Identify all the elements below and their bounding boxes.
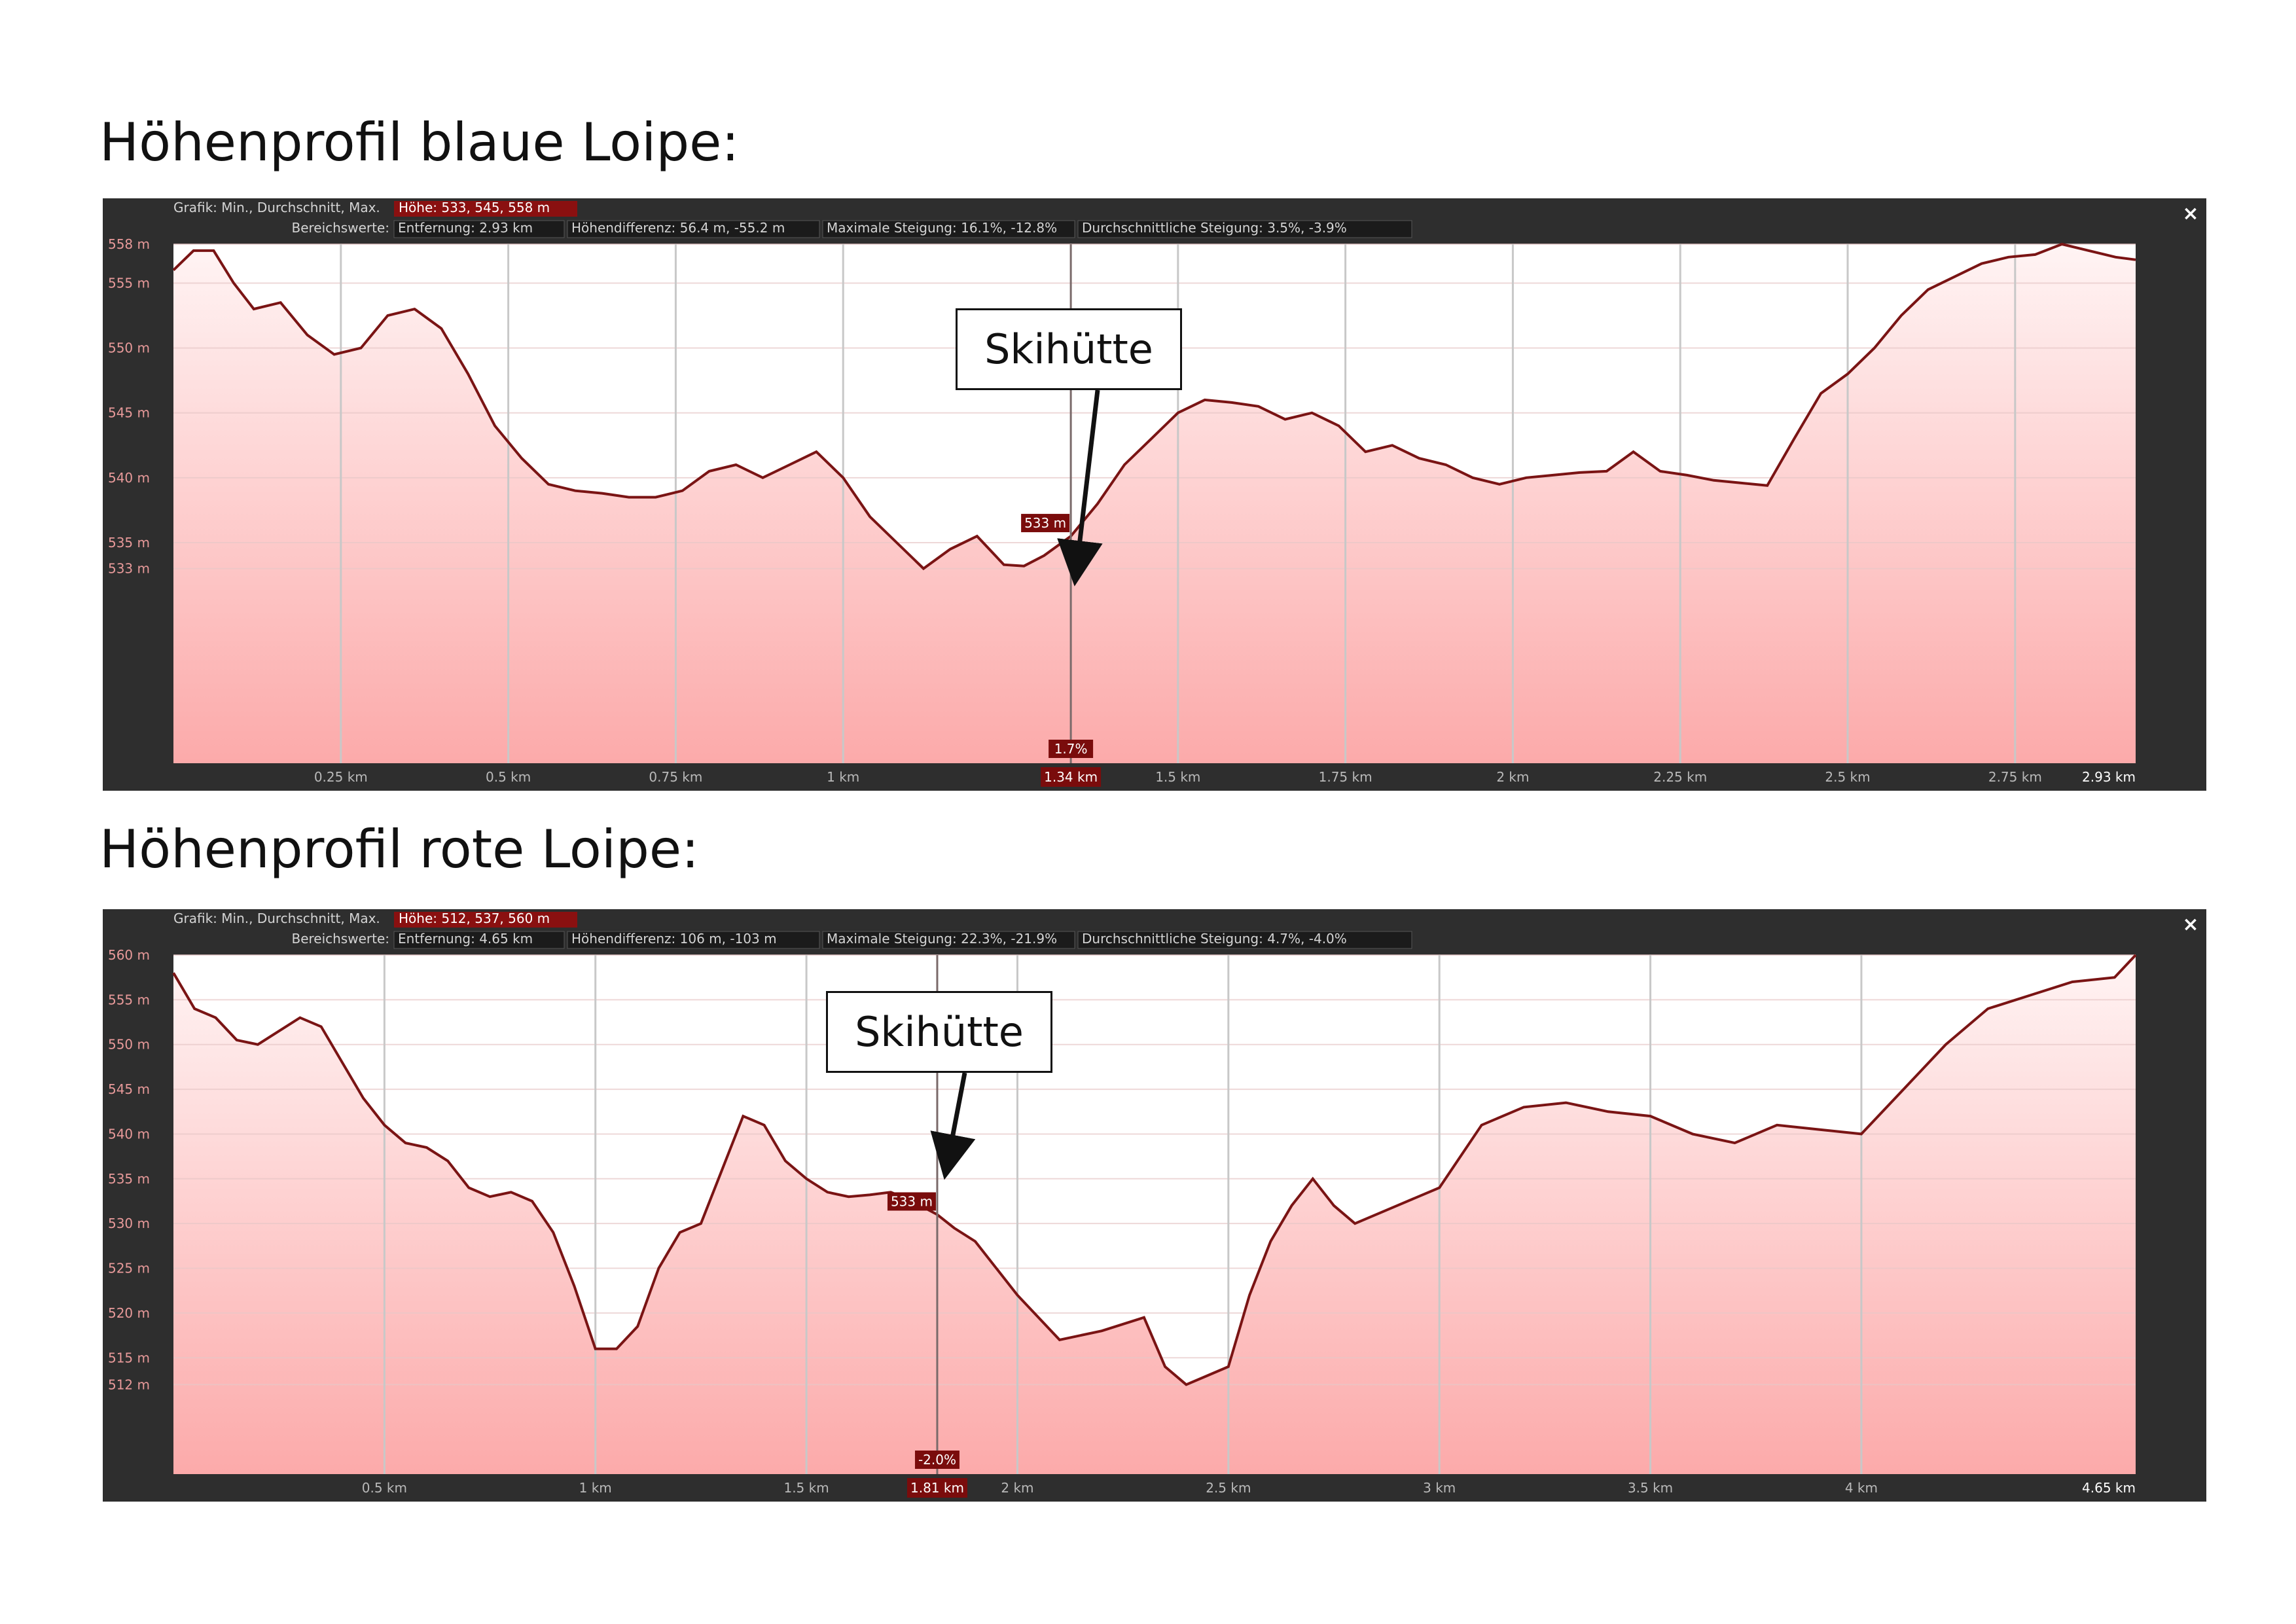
y-tick-label: 545 m (108, 1081, 150, 1097)
header-height-diff: Höhendifferenz: 56.4 m, -55.2 m (571, 220, 785, 236)
y-tick-label: 540 m (108, 1126, 150, 1142)
x-tick-label: 3 km (1423, 1480, 1456, 1496)
header-max-grade-box (822, 220, 1075, 238)
x-tick-label: 1.5 km (1155, 769, 1200, 785)
x-tick-label: 1 km (827, 769, 859, 785)
chart-panel-red: Grafik: Min., Durchschnitt, Max. Höhe: 51… (103, 909, 2206, 1502)
callout-skihuette-red: Skihütte (826, 991, 1052, 1073)
header-max-grade-box (822, 931, 1075, 949)
y-tick-label: 533 m (108, 561, 150, 577)
marker-elevation-box (1021, 514, 1070, 533)
header-distance: Entfernung: 4.65 km (398, 931, 533, 947)
header-avg-grade-box (1077, 220, 1412, 238)
header-height-diff: Höhendifferenz: 106 m, -103 m (571, 931, 777, 947)
y-tick-label: 555 m (108, 275, 150, 291)
header-distance: Entfernung: 2.93 km (398, 220, 533, 236)
x-end-label: 4.65 km (2082, 1480, 2136, 1496)
header-range-label: Bereichswerte: (291, 220, 389, 236)
x-tick-label: 2 km (1496, 769, 1529, 785)
marker-distance-label: 1.34 km (1044, 769, 1098, 785)
close-icon: × (2182, 202, 2198, 225)
header-max-grade: Maximale Steigung: 16.1%, -12.8% (827, 220, 1057, 236)
header-height-box (394, 912, 577, 928)
x-tick-label: 2.5 km (1206, 1480, 1251, 1496)
elevation-area (173, 244, 2136, 763)
y-tick-label: 540 m (108, 470, 150, 486)
y-tick-label: 530 m (108, 1216, 150, 1231)
y-tick-label: 535 m (108, 535, 150, 550)
heading-blue-loipe: Höhenprofil blaue Loipe: (99, 112, 740, 173)
header-height-values: Höhe: 512, 537, 560 m (399, 911, 550, 926)
y-tick-label: 515 m (108, 1350, 150, 1365)
y-tick-label: 525 m (108, 1261, 150, 1276)
header-distance-box (393, 220, 565, 238)
elevation-area (173, 955, 2136, 1474)
y-tick-label: 520 m (108, 1305, 150, 1321)
x-end-label: 2.93 km (2082, 769, 2136, 785)
header-height-values: Höhe: 533, 545, 558 m (399, 200, 550, 215)
elevation-chart-blue: Grafik: Min., Durchschnitt, Max. Höhe: 53… (108, 200, 2199, 787)
marker-distance-label: 1.81 km (910, 1480, 964, 1496)
header-graph-label: Grafik: Min., Durchschnitt, Max. (173, 200, 380, 215)
y-tick-label: 555 m (108, 992, 150, 1007)
x-tick-label: 0.5 km (362, 1480, 407, 1496)
header-range-label: Bereichswerte: (291, 931, 389, 947)
x-tick-label: 2.75 km (1988, 769, 2042, 785)
marker-grade-box (1049, 740, 1094, 758)
marker-grade-label: -2.0% (918, 1452, 956, 1468)
header-distance-box (393, 931, 565, 949)
x-tick-label: 0.25 km (314, 769, 368, 785)
x-tick-label: 4 km (1845, 1480, 1878, 1496)
y-tick-label: 560 m (108, 947, 150, 963)
heading-red-loipe: Höhenprofil rote Loipe: (99, 819, 700, 880)
x-tick-label: 1 km (579, 1480, 612, 1496)
header-max-grade: Maximale Steigung: 22.3%, -21.9% (827, 931, 1057, 947)
elevation-chart-red: Grafik: Min., Durchschnitt, Max. Höhe: 51… (108, 911, 2199, 1498)
y-tick-label: 535 m (108, 1171, 150, 1187)
y-tick-label: 550 m (108, 340, 150, 356)
chart-panel-blue: Grafik: Min., Durchschnitt, Max. Höhe: 53… (103, 198, 2206, 791)
x-tick-label: 0.75 km (649, 769, 702, 785)
y-tick-label: 512 m (108, 1377, 150, 1392)
x-tick-label: 0.5 km (486, 769, 531, 785)
header-height-diff-box (567, 220, 820, 238)
marker-distance-box (1041, 767, 1102, 787)
header-height-diff-box (567, 931, 820, 949)
marker-grade-box (914, 1451, 960, 1469)
x-tick-label: 3.5 km (1628, 1480, 1673, 1496)
header-avg-grade: Durchschnittliche Steigung: 3.5%, -3.9% (1082, 220, 1347, 236)
marker-elevation-label: 533 m (1024, 515, 1066, 531)
close-icon: × (2182, 913, 2198, 936)
elevation-line (172, 242, 2136, 571)
marker-distance-box (906, 1478, 967, 1498)
marker-grade-label: 1.7% (1054, 741, 1088, 757)
header-graph-label: Grafik: Min., Durchschnitt, Max. (173, 911, 380, 926)
header-avg-grade: Durchschnittliche Steigung: 4.7%, -4.0% (1082, 931, 1347, 947)
x-tick-label: 2 km (1001, 1480, 1033, 1496)
marker-elevation-label: 533 m (891, 1194, 933, 1210)
x-tick-label: 1.75 km (1319, 769, 1372, 785)
marker-elevation-box (887, 1192, 936, 1211)
y-tick-label: 550 m (108, 1037, 150, 1053)
header-height-box (394, 201, 577, 217)
x-tick-label: 1.5 km (783, 1480, 829, 1496)
y-tick-label: 558 m (108, 236, 150, 252)
x-tick-label: 2.5 km (1825, 769, 1870, 785)
callout-skihuette-blue: Skihütte (956, 308, 1182, 390)
x-tick-label: 2.25 km (1653, 769, 1707, 785)
header-avg-grade-box (1077, 931, 1412, 949)
y-tick-label: 545 m (108, 405, 150, 421)
